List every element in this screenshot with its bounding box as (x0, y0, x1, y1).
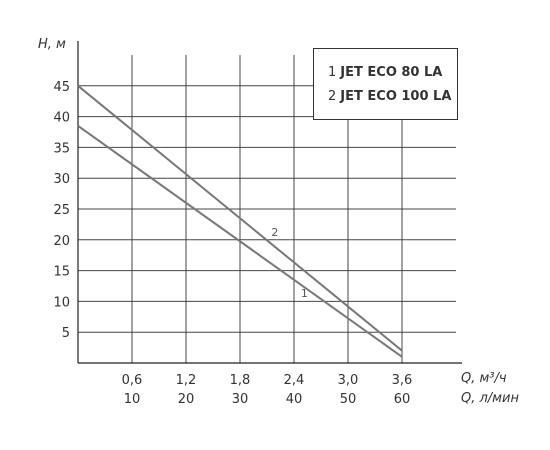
tick-labels: 5 10 15 20 25 30 35 40 45 0,6 10 1,2 20 1,8 30 2,4 40 3,0… (53, 80, 412, 407)
grid (78, 55, 456, 363)
x-axis-label-2: Q, л/мин (461, 391, 519, 406)
y-axis-label: H, м (38, 37, 66, 52)
x-tick-label-secondary: 40 (286, 392, 303, 407)
legend-item-number: 2 (328, 89, 337, 104)
y-tick-label: 45 (53, 80, 70, 95)
y-tick-label: 10 (53, 295, 70, 310)
series-label-1: 1 (301, 287, 308, 300)
legend-item-2: 2 JET ECO 100 LA (328, 85, 457, 109)
x-axis-label: Q, м³/ч (461, 371, 507, 386)
x-tick-label: 2,4 (284, 373, 305, 388)
y-tick-label: 15 (53, 265, 70, 280)
x-tick-label-secondary: 60 (394, 392, 411, 407)
x-tick-label: 1,2 (176, 373, 197, 388)
legend: 1 JET ECO 80 LA 2 JET ECO 100 LA (313, 48, 458, 120)
y-tick-label: 5 (62, 326, 70, 341)
axes (77, 41, 462, 364)
series-lines: 12 (77, 85, 403, 358)
legend-item-label: JET ECO 80 LA (340, 65, 443, 80)
x-tick-label-secondary: 50 (340, 392, 357, 407)
y-tick-label: 35 (53, 141, 70, 156)
x-tick-label-secondary: 20 (178, 392, 195, 407)
legend-item-number: 1 (328, 65, 337, 80)
x-tick-label-secondary: 30 (232, 392, 249, 407)
x-tick-label: 0,6 (122, 373, 143, 388)
legend-item-1: 1 JET ECO 80 LA (328, 61, 457, 85)
y-tick-label: 25 (53, 203, 70, 218)
x-tick-label: 3,0 (338, 373, 359, 388)
series-line-1 (77, 125, 403, 358)
series-label-2: 2 (271, 226, 278, 239)
x-tick-label: 1,8 (230, 373, 251, 388)
y-tick-label: 40 (53, 111, 70, 126)
y-tick-label: 20 (53, 234, 70, 249)
legend-item-label: JET ECO 100 LA (340, 89, 452, 104)
x-tick-label-secondary: 10 (124, 392, 141, 407)
y-tick-label: 30 (53, 172, 70, 187)
x-tick-label: 3,6 (392, 373, 413, 388)
series-line-2 (77, 85, 403, 352)
